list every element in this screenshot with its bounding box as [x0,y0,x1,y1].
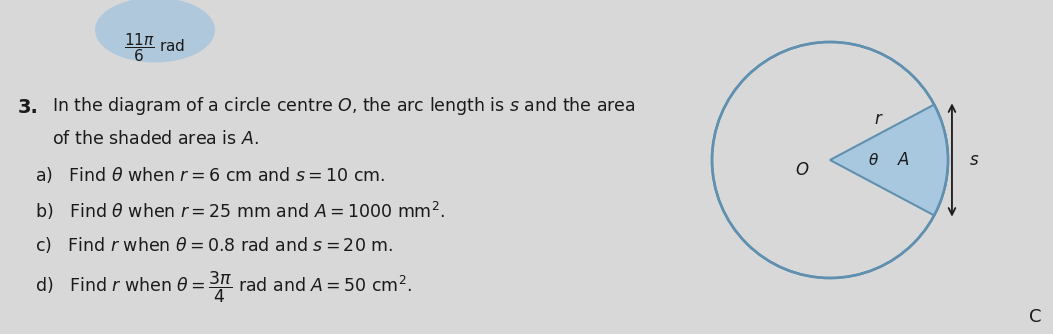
Text: b)   Find $\theta$ when $r = 25$ mm and $A = 1000$ mm$^2$.: b) Find $\theta$ when $r = 25$ mm and $A… [35,200,445,222]
Text: $r$: $r$ [874,110,885,128]
Text: of the shaded area is $A$.: of the shaded area is $A$. [52,130,259,148]
Text: a)   Find $\theta$ when $r = 6$ cm and $s = 10$ cm.: a) Find $\theta$ when $r = 6$ cm and $s … [35,165,385,185]
Text: $s$: $s$ [969,151,979,169]
Text: $A$: $A$ [896,151,910,169]
Ellipse shape [95,0,215,62]
Text: In the diagram of a circle centre $O$, the arc length is $s$ and the area: In the diagram of a circle centre $O$, t… [52,95,636,117]
Text: d)   Find $r$ when $\theta = \dfrac{3\pi}{4}$ rad and $A = 50$ cm$^2$.: d) Find $r$ when $\theta = \dfrac{3\pi}{… [35,270,412,305]
FancyArrowPatch shape [949,105,955,215]
Text: 3.: 3. [18,98,39,117]
Text: C: C [1029,308,1041,326]
Text: c)   Find $r$ when $\theta = 0.8$ rad and $s = 20$ m.: c) Find $r$ when $\theta = 0.8$ rad and … [35,235,393,255]
Polygon shape [830,105,948,215]
Text: $\theta$: $\theta$ [868,152,879,168]
Text: $O$: $O$ [795,161,809,179]
Text: $\dfrac{11\pi}{6}$ rad: $\dfrac{11\pi}{6}$ rad [124,32,185,64]
